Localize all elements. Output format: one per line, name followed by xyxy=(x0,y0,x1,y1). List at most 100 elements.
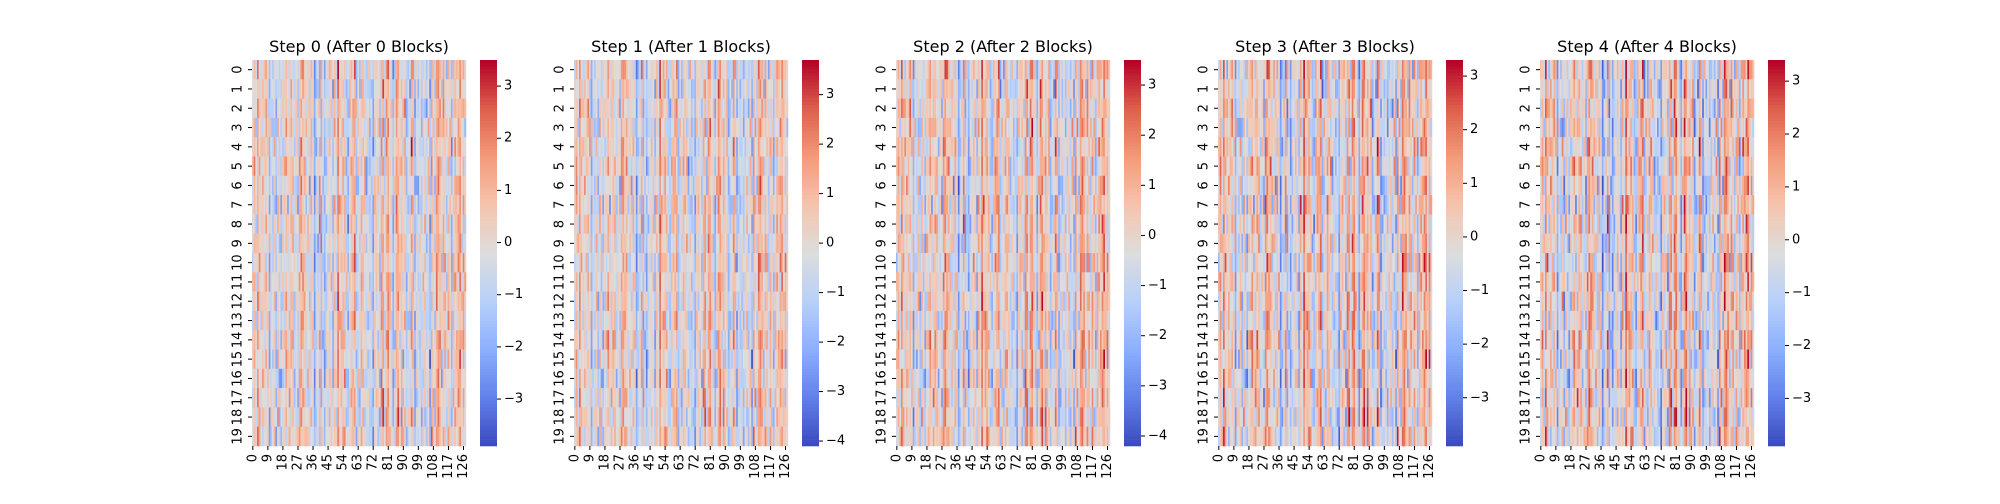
heatmap-cell xyxy=(743,350,745,370)
heatmap-cell xyxy=(684,60,686,80)
heatmap-cell xyxy=(439,118,441,138)
heatmap-cell xyxy=(322,234,324,254)
heatmap-cell xyxy=(666,330,668,350)
heatmap-cell xyxy=(321,99,323,119)
heatmap-cell xyxy=(601,388,603,408)
heatmap-cell xyxy=(786,118,788,138)
heatmap-cell xyxy=(711,137,713,157)
heatmap-cell xyxy=(257,330,259,350)
heatmap-cell xyxy=(728,234,730,254)
heatmap-cell xyxy=(439,388,441,408)
heatmap-cell xyxy=(666,99,668,119)
heatmap-cell xyxy=(607,292,609,312)
heatmap-cell xyxy=(614,60,616,80)
heatmap-cell xyxy=(409,234,411,254)
heatmap-cell xyxy=(711,195,713,215)
heatmap-cell xyxy=(294,214,296,234)
heatmap-cell xyxy=(735,79,737,99)
heatmap-cell xyxy=(434,234,436,254)
heatmap-cell xyxy=(780,99,782,119)
heatmap-cell xyxy=(264,350,266,370)
heatmap-cell xyxy=(689,292,691,312)
heatmap-cell xyxy=(638,292,640,312)
heatmap-cell xyxy=(761,137,763,157)
heatmap-cell xyxy=(434,137,436,157)
heatmap-cell xyxy=(649,330,651,350)
heatmap-cell xyxy=(602,137,604,157)
heatmap-cell xyxy=(309,157,311,177)
heatmap-cell xyxy=(327,407,329,427)
heatmap-cell xyxy=(262,427,264,447)
heatmap-cell xyxy=(699,234,701,254)
heatmap-cell xyxy=(684,157,686,177)
heatmap-cell xyxy=(269,176,271,196)
heatmap-cell xyxy=(766,253,768,273)
heatmap-cell xyxy=(264,79,266,99)
heatmap-cell xyxy=(324,350,326,370)
heatmap-cell xyxy=(384,137,386,157)
heatmap-cell xyxy=(763,234,765,254)
heatmap-cell xyxy=(750,118,752,138)
heatmap-cell xyxy=(414,214,416,234)
colorbar-segment xyxy=(480,443,497,447)
heatmap-cell xyxy=(664,292,666,312)
heatmap-cell xyxy=(741,195,743,215)
heatmap-cell xyxy=(396,272,398,292)
heatmap-cell xyxy=(719,60,721,80)
heatmap-cell xyxy=(252,195,254,215)
heatmap-cell xyxy=(771,176,773,196)
heatmap-cell xyxy=(735,292,737,312)
heatmap-cell xyxy=(619,99,621,119)
heatmap-cell xyxy=(372,234,374,254)
heatmap-cell xyxy=(418,350,420,370)
heatmap-cell xyxy=(359,253,361,273)
heatmap-cell xyxy=(289,311,291,331)
heatmap-cell xyxy=(329,369,331,389)
heatmap-cell xyxy=(331,176,333,196)
heatmap-cell xyxy=(681,292,683,312)
heatmap-cell xyxy=(295,79,297,99)
heatmap-cell xyxy=(686,350,688,370)
heatmap-cell xyxy=(316,311,318,331)
heatmap-cell xyxy=(636,311,638,331)
heatmap-cell xyxy=(434,292,436,312)
heatmap-cell xyxy=(451,214,453,234)
heatmap-cell xyxy=(746,118,748,138)
heatmap-cell xyxy=(669,369,671,389)
heatmap-cell xyxy=(337,99,339,119)
heatmap-cell xyxy=(312,195,314,215)
heatmap-cell xyxy=(337,176,339,196)
heatmap-cell xyxy=(438,311,440,331)
heatmap-cell xyxy=(776,350,778,370)
heatmap-cell xyxy=(416,369,418,389)
heatmap-cell xyxy=(387,195,389,215)
colorbar-segment xyxy=(480,385,497,389)
heatmap-cell xyxy=(421,137,423,157)
heatmap-cell xyxy=(689,157,691,177)
heatmap-cell xyxy=(448,234,450,254)
heatmap-cell xyxy=(284,79,286,99)
heatmap-cell xyxy=(621,350,623,370)
heatmap-cell xyxy=(671,157,673,177)
heatmap-cell xyxy=(766,157,768,177)
heatmap-cell xyxy=(646,157,648,177)
heatmap-cell xyxy=(597,176,599,196)
heatmap-cell xyxy=(327,330,329,350)
heatmap-cell xyxy=(339,118,341,138)
heatmap-cell xyxy=(631,292,633,312)
heatmap-cell xyxy=(714,311,716,331)
heatmap-cell xyxy=(775,176,777,196)
heatmap-cell xyxy=(284,99,286,119)
heatmap-cell xyxy=(681,272,683,292)
heatmap-cell xyxy=(280,253,282,273)
heatmap-cell xyxy=(653,137,655,157)
heatmap-cell xyxy=(349,388,351,408)
heatmap-cell xyxy=(414,427,416,447)
heatmap-cell xyxy=(458,195,460,215)
heatmap-cell xyxy=(748,350,750,370)
heatmap-cell xyxy=(413,157,415,177)
heatmap-cell xyxy=(260,79,262,99)
heatmap-cell xyxy=(773,311,775,331)
heatmap-cell xyxy=(678,118,680,138)
heatmap-cell xyxy=(750,176,752,196)
